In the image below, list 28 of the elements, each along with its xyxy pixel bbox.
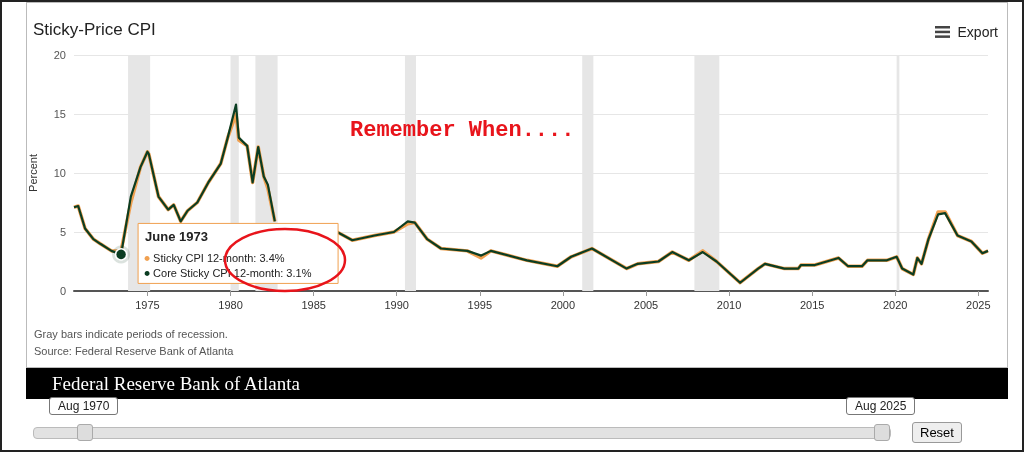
source-note: Source: Federal Reserve Bank of Atlanta [34,344,235,357]
x-tick-label: 2005 [633,298,659,311]
x-tick-label: 2015 [799,298,825,311]
y-tick-label: 0 [59,285,66,297]
annotation: Remember When.... [350,117,575,143]
x-tick-label: 2020 [882,298,908,311]
x-tick-label: 1995 [467,298,493,311]
y-tick-label: 10 [53,167,66,179]
x-tick-label: 2010 [716,298,742,311]
text: Export [957,24,998,40]
y-axis-title: Percent [26,154,39,192]
x-tick-label: 1980 [218,298,243,311]
y-tick-label: 20 [53,49,66,61]
text: Federal Reserve Bank of Atlanta [26,368,1008,399]
x-tick-label: 1975 [135,298,160,311]
x-tick-label: 1990 [384,298,409,311]
x-tick-label: 2025 [966,298,991,311]
y-tick-label: 15 [53,108,66,120]
y-tick-label: 5 [59,226,66,238]
chart-title: Sticky-Price CPI [33,20,156,39]
annotation: June 1973 [145,229,208,245]
text: Gray bars indicate periods of recession. [34,327,228,340]
x-tick-label: 1985 [301,298,326,311]
x-tick-label: 2000 [550,298,576,311]
text: Aug 2025 [846,397,916,415]
text: Aug 1970 [49,397,119,415]
annotation: Core Sticky CPI 12-month: 3.1% [153,266,312,279]
text: Reset [912,422,962,443]
